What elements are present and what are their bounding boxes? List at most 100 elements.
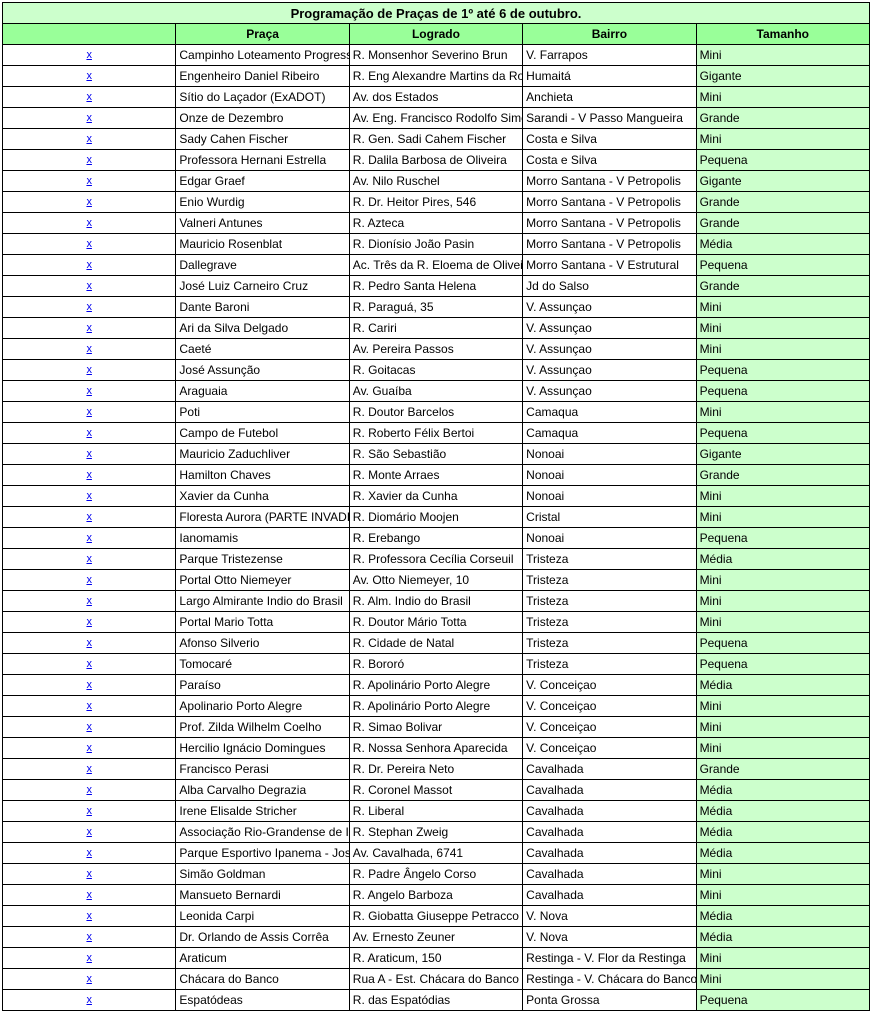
- delete-link[interactable]: x: [3, 612, 176, 633]
- delete-link[interactable]: x: [3, 423, 176, 444]
- cell-tamanho: Média: [696, 675, 869, 696]
- delete-link[interactable]: x: [3, 402, 176, 423]
- cell-bairro: Sarandi - V Passo Mangueira: [523, 108, 696, 129]
- cell-bairro: V. Assunçao: [523, 318, 696, 339]
- header-logrado: Logrado: [349, 24, 522, 45]
- cell-logrado: R. Monsenhor Severino Brun: [349, 45, 522, 66]
- delete-link[interactable]: x: [3, 276, 176, 297]
- cell-bairro: Humaitá: [523, 66, 696, 87]
- table-row: xApolinario Porto AlegreR. Apolinário Po…: [3, 696, 870, 717]
- cell-praca: Apolinario Porto Alegre: [176, 696, 349, 717]
- cell-praca: José Assunção: [176, 360, 349, 381]
- delete-link[interactable]: x: [3, 780, 176, 801]
- cell-bairro: V. Conceiçao: [523, 696, 696, 717]
- delete-link[interactable]: x: [3, 507, 176, 528]
- delete-link[interactable]: x: [3, 654, 176, 675]
- delete-link[interactable]: x: [3, 927, 176, 948]
- delete-link[interactable]: x: [3, 528, 176, 549]
- cell-bairro: Costa e Silva: [523, 150, 696, 171]
- cell-praca: Campo de Futebol: [176, 423, 349, 444]
- delete-link[interactable]: x: [3, 381, 176, 402]
- cell-bairro: Tristeza: [523, 654, 696, 675]
- cell-tamanho: Grande: [696, 192, 869, 213]
- delete-link[interactable]: x: [3, 444, 176, 465]
- delete-link[interactable]: x: [3, 822, 176, 843]
- delete-link[interactable]: x: [3, 948, 176, 969]
- delete-link[interactable]: x: [3, 486, 176, 507]
- header-row: Praça Logrado Bairro Tamanho: [3, 24, 870, 45]
- delete-link[interactable]: x: [3, 318, 176, 339]
- cell-bairro: Anchieta: [523, 87, 696, 108]
- cell-praca: Largo Almirante Indio do Brasil: [176, 591, 349, 612]
- cell-praca: Chácara do Banco: [176, 969, 349, 990]
- cell-praca: Valneri Antunes: [176, 213, 349, 234]
- delete-link[interactable]: x: [3, 150, 176, 171]
- cell-logrado: R. Cidade de Natal: [349, 633, 522, 654]
- delete-link[interactable]: x: [3, 696, 176, 717]
- delete-link[interactable]: x: [3, 591, 176, 612]
- delete-link[interactable]: x: [3, 633, 176, 654]
- delete-link[interactable]: x: [3, 906, 176, 927]
- delete-link[interactable]: x: [3, 864, 176, 885]
- delete-link[interactable]: x: [3, 990, 176, 1011]
- table-row: xLargo Almirante Indio do BrasilR. Alm. …: [3, 591, 870, 612]
- table-row: xEngenheiro Daniel RibeiroR. Eng Alexand…: [3, 66, 870, 87]
- cell-logrado: R. Dr. Heitor Pires, 546: [349, 192, 522, 213]
- cell-logrado: R. Eng Alexandre Martins da Rosa: [349, 66, 522, 87]
- delete-link[interactable]: x: [3, 738, 176, 759]
- delete-link[interactable]: x: [3, 66, 176, 87]
- delete-link[interactable]: x: [3, 192, 176, 213]
- cell-tamanho: Mini: [696, 612, 869, 633]
- delete-link[interactable]: x: [3, 801, 176, 822]
- delete-link[interactable]: x: [3, 234, 176, 255]
- cell-praca: Mauricio Zaduchliver: [176, 444, 349, 465]
- delete-link[interactable]: x: [3, 885, 176, 906]
- cell-praca: Professora Hernani Estrella: [176, 150, 349, 171]
- delete-link[interactable]: x: [3, 129, 176, 150]
- cell-tamanho: Mini: [696, 507, 869, 528]
- table-row: xEdgar GraefAv. Nilo RuschelMorro Santan…: [3, 171, 870, 192]
- cell-tamanho: Mini: [696, 864, 869, 885]
- cell-logrado: R. São Sebastião: [349, 444, 522, 465]
- delete-link[interactable]: x: [3, 45, 176, 66]
- delete-link[interactable]: x: [3, 339, 176, 360]
- delete-link[interactable]: x: [3, 255, 176, 276]
- cell-logrado: Ac. Três da R. Eloema de Oliveira: [349, 255, 522, 276]
- delete-link[interactable]: x: [3, 717, 176, 738]
- delete-link[interactable]: x: [3, 108, 176, 129]
- table-row: xValneri AntunesR. AztecaMorro Santana -…: [3, 213, 870, 234]
- cell-logrado: R. Dalila Barbosa de Oliveira: [349, 150, 522, 171]
- delete-link[interactable]: x: [3, 87, 176, 108]
- cell-praca: Sady Cahen Fischer: [176, 129, 349, 150]
- cell-praca: Mansueto Bernardi: [176, 885, 349, 906]
- table-row: xAssociação Rio-Grandense de Imprensa - …: [3, 822, 870, 843]
- delete-link[interactable]: x: [3, 843, 176, 864]
- delete-link[interactable]: x: [3, 171, 176, 192]
- delete-link[interactable]: x: [3, 675, 176, 696]
- cell-logrado: R. Roberto Félix Bertoi: [349, 423, 522, 444]
- table-row: xJosé Luiz Carneiro CruzR. Pedro Santa H…: [3, 276, 870, 297]
- delete-link[interactable]: x: [3, 969, 176, 990]
- cell-bairro: Tristeza: [523, 633, 696, 654]
- cell-logrado: R. Dionísio João Pasin: [349, 234, 522, 255]
- table-row: xIrene Elisalde StricherR. LiberalCavalh…: [3, 801, 870, 822]
- delete-link[interactable]: x: [3, 360, 176, 381]
- table-row: xPortal Otto NiemeyerAv. Otto Niemeyer, …: [3, 570, 870, 591]
- table-row: xJosé AssunçãoR. GoitacasV. AssunçaoPequ…: [3, 360, 870, 381]
- table-row: xIanomamisR. ErebangoNonoaiPequena: [3, 528, 870, 549]
- delete-link[interactable]: x: [3, 297, 176, 318]
- table-row: xCampinho Loteamento ProgressoR. Monsenh…: [3, 45, 870, 66]
- cell-praca: Paraíso: [176, 675, 349, 696]
- table-row: xDante BaroniR. Paraguá, 35V. AssunçaoMi…: [3, 297, 870, 318]
- delete-link[interactable]: x: [3, 549, 176, 570]
- cell-praca: Parque Esportivo Ipanema - José Trindade: [176, 843, 349, 864]
- delete-link[interactable]: x: [3, 465, 176, 486]
- delete-link[interactable]: x: [3, 570, 176, 591]
- delete-link[interactable]: x: [3, 213, 176, 234]
- table-row: xSimão GoldmanR. Padre Ângelo CorsoCaval…: [3, 864, 870, 885]
- cell-logrado: R. Erebango: [349, 528, 522, 549]
- delete-link[interactable]: x: [3, 759, 176, 780]
- cell-praca: Hamilton Chaves: [176, 465, 349, 486]
- cell-praca: Dr. Orlando de Assis Corrêa: [176, 927, 349, 948]
- table-row: xParque Esportivo Ipanema - José Trindad…: [3, 843, 870, 864]
